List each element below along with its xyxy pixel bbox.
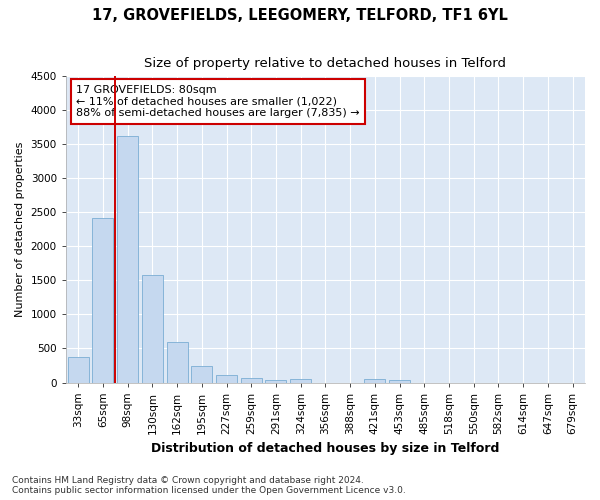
Bar [265, 380, 286, 382]
Bar [389, 380, 410, 382]
Bar [142, 275, 163, 382]
Bar [216, 375, 237, 382]
Text: Contains HM Land Registry data © Crown copyright and database right 2024.
Contai: Contains HM Land Registry data © Crown c… [12, 476, 406, 495]
X-axis label: Distribution of detached houses by size in Telford: Distribution of detached houses by size … [151, 442, 500, 455]
Bar [241, 378, 262, 382]
Text: 17 GROVEFIELDS: 80sqm
← 11% of detached houses are smaller (1,022)
88% of semi-d: 17 GROVEFIELDS: 80sqm ← 11% of detached … [76, 85, 360, 118]
Bar [68, 356, 89, 382]
Bar [167, 342, 188, 382]
Bar [117, 136, 138, 382]
Bar [92, 218, 113, 382]
Bar [191, 366, 212, 382]
Text: 17, GROVEFIELDS, LEEGOMERY, TELFORD, TF1 6YL: 17, GROVEFIELDS, LEEGOMERY, TELFORD, TF1… [92, 8, 508, 22]
Bar [364, 379, 385, 382]
Y-axis label: Number of detached properties: Number of detached properties [15, 142, 25, 317]
Title: Size of property relative to detached houses in Telford: Size of property relative to detached ho… [145, 58, 506, 70]
Bar [290, 379, 311, 382]
